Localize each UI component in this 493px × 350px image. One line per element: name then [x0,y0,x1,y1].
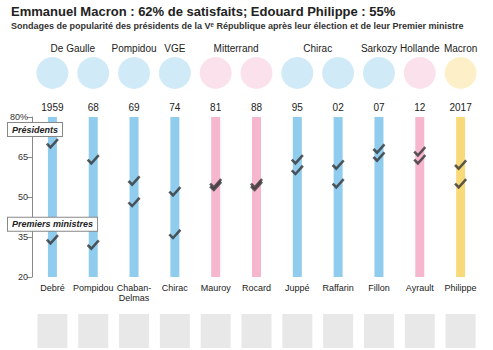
svg-text:1959: 1959 [41,102,64,113]
svg-text:Hollande: Hollande [400,43,440,54]
svg-text:Emmanuel Macron : 62% de satis: Emmanuel Macron : 62% de satisfaits; Edo… [11,4,396,19]
svg-text:De Gaulle: De Gaulle [51,43,96,54]
svg-text:Pompidou: Pompidou [73,283,114,293]
svg-text:Juppé: Juppé [285,283,310,293]
svg-text:07: 07 [373,102,385,113]
svg-text:02: 02 [333,102,345,113]
svg-text:Chirac: Chirac [162,283,189,293]
svg-text:VGE: VGE [164,43,185,54]
svg-text:Macron: Macron [444,43,477,54]
svg-text:Fillon: Fillon [368,283,390,293]
svg-text:Ayrault: Ayrault [406,283,434,293]
svg-text:81: 81 [210,102,222,113]
svg-text:Debré: Debré [40,283,65,293]
svg-text:Sondages de popularité des pré: Sondages de popularité des présidents de… [11,21,464,31]
svg-text:65: 65 [18,152,28,162]
svg-text:12: 12 [414,102,426,113]
svg-text:74: 74 [169,102,181,113]
svg-text:35: 35 [18,232,28,242]
svg-text:50: 50 [18,192,28,202]
svg-text:Mitterrand: Mitterrand [214,43,259,54]
svg-text:Chaban-: Chaban- [117,283,152,293]
svg-text:20: 20 [18,272,28,282]
svg-text:80%: 80% [10,112,28,122]
svg-text:Sarkozy: Sarkozy [361,43,397,54]
svg-text:Delmas: Delmas [119,293,150,303]
svg-text:Raffarin: Raffarin [322,283,353,293]
svg-text:Présidents: Présidents [12,125,58,135]
svg-text:68: 68 [88,102,100,113]
svg-text:95: 95 [292,102,304,113]
svg-text:Chirac: Chirac [303,43,332,54]
svg-text:Philippe: Philippe [445,283,477,293]
svg-text:Premiers ministres: Premiers ministres [12,219,93,229]
svg-text:Rocard: Rocard [242,283,271,293]
svg-text:Mauroy: Mauroy [201,283,232,293]
svg-text:Pompidou: Pompidou [112,43,157,54]
svg-text:69: 69 [128,102,140,113]
svg-text:2017: 2017 [449,102,472,113]
svg-text:88: 88 [251,102,263,113]
